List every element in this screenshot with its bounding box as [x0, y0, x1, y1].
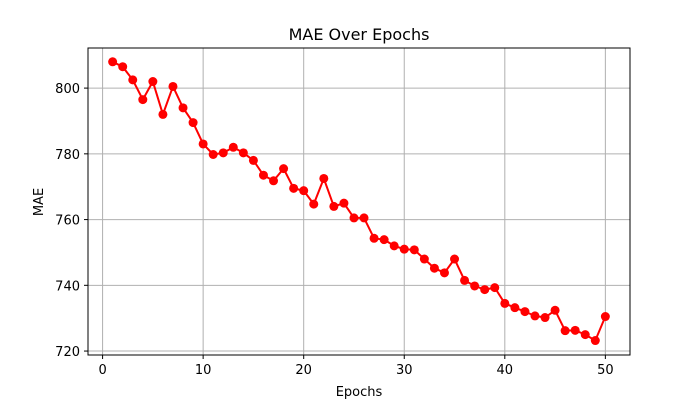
data-point: [238, 148, 248, 158]
y-tick-label: 780: [55, 148, 80, 163]
data-point: [369, 233, 379, 243]
x-tick-label: 50: [597, 363, 614, 378]
chart-title: MAE Over Epochs: [289, 25, 430, 44]
y-tick-label: 800: [55, 82, 80, 97]
plot-frame: [87, 47, 631, 356]
data-point: [228, 142, 238, 152]
data-point: [540, 313, 550, 323]
data-point: [178, 103, 188, 113]
data-point: [168, 81, 178, 91]
data-point: [439, 268, 449, 278]
data-point: [248, 155, 258, 165]
x-axis-label: Epochs: [336, 385, 383, 400]
data-point: [530, 311, 540, 321]
series-mae: [108, 57, 610, 346]
series-line: [112, 60, 607, 342]
data-point: [138, 95, 148, 105]
data-point: [510, 303, 520, 313]
data-point: [399, 244, 409, 254]
y-tick-label: 760: [55, 214, 80, 229]
data-point: [319, 173, 329, 183]
data-point: [158, 109, 168, 119]
data-point: [339, 198, 349, 208]
data-point: [269, 176, 279, 186]
data-point: [600, 312, 610, 322]
y-tick-label: 720: [55, 345, 80, 360]
data-point: [329, 201, 339, 211]
data-point: [580, 330, 590, 340]
data-point: [460, 275, 470, 285]
data-point: [409, 245, 419, 255]
data-point: [188, 118, 198, 128]
data-point: [218, 148, 228, 158]
data-point: [128, 75, 138, 85]
data-point: [379, 235, 389, 245]
data-point: [359, 213, 369, 223]
data-point: [389, 241, 399, 251]
data-point: [299, 186, 309, 196]
data-point: [148, 77, 158, 87]
data-point: [279, 164, 289, 174]
data-point: [108, 57, 118, 67]
data-point: [470, 281, 480, 291]
data-point: [480, 285, 490, 295]
data-point: [500, 298, 510, 308]
data-point: [349, 213, 359, 223]
data-point: [208, 150, 218, 159]
x-tick-label: 0: [98, 363, 106, 378]
data-point: [118, 62, 128, 72]
x-tick-label: 20: [295, 363, 312, 378]
data-point: [289, 183, 299, 193]
x-tick-label: 40: [497, 363, 514, 378]
data-point: [520, 307, 530, 317]
y-axis-label: MAE: [32, 188, 47, 216]
x-tick-label: 30: [396, 363, 413, 378]
ticks: 0 10 20 30 40 50 720 740 760 780 800: [55, 82, 613, 378]
grid: [88, 48, 630, 355]
data-point: [309, 199, 319, 209]
data-point: [570, 325, 580, 335]
data-point: [560, 326, 570, 336]
x-tick-label: 10: [195, 363, 212, 378]
y-tick-label: 740: [55, 279, 80, 294]
data-point: [550, 305, 560, 315]
data-point: [258, 170, 268, 180]
data-point: [429, 263, 439, 273]
data-point: [590, 336, 600, 346]
data-point: [419, 254, 429, 264]
data-point: [490, 283, 500, 293]
data-point: [450, 254, 460, 264]
data-point: [198, 139, 208, 149]
